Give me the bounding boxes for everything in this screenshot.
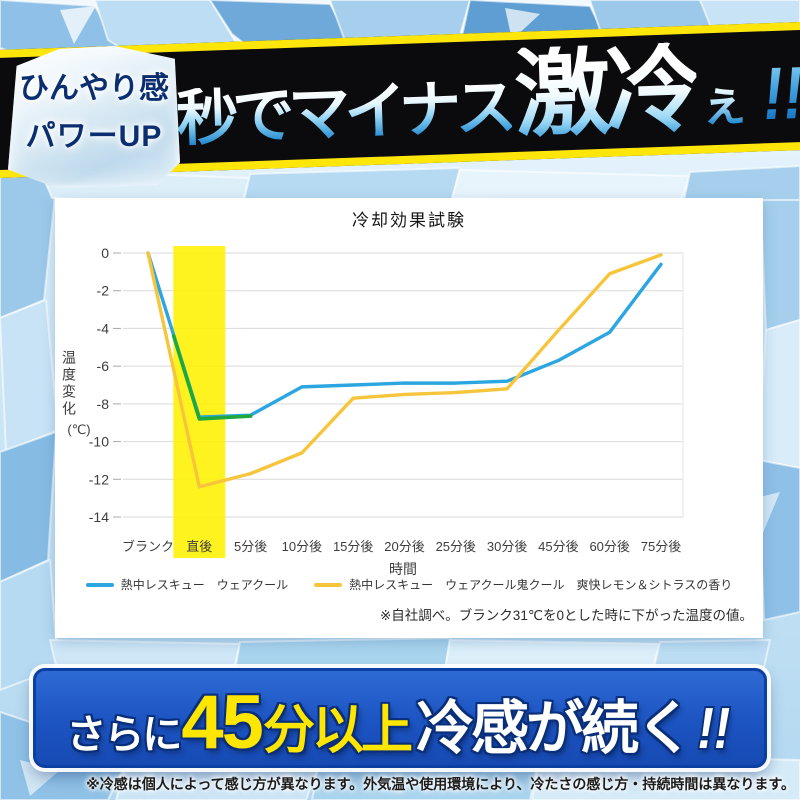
x-tick-label: 15分後 [333,539,373,554]
headline-emphasis: 激冷 [512,35,699,149]
x-tick-label: ブランク [122,539,174,554]
ice-cube-badge: ひんやり感 パワーUP [8,46,180,188]
headline-main: 秒でマイナス [175,73,513,154]
banner-text-2: 分以上 [262,702,413,760]
legend-label: 熱中レスキュー ウェアクール鬼クール 爽快レモン＆シトラスの香り [349,578,733,592]
emphasis-line [171,334,253,421]
y-tick-label: -6 [97,358,110,374]
headline-exclamation: !! [759,51,800,136]
y-tick-label: -8 [97,396,110,412]
x-tick-label: 直後 [186,539,212,554]
x-tick-label: 75分後 [641,539,681,554]
x-tick-label: 45分後 [538,539,578,554]
chart-title: 冷却効果試験 [352,211,466,230]
y-axis-title-text: 温度変化 [61,350,77,418]
banner-number: 45 [181,680,264,765]
legend-label: 熱中レスキュー ウェアクール [120,578,289,592]
chart-svg: 0 -2 -4 -6 -8 -10 -12 -14 ブランク 直後 5分後 10分後 15分後 20分後 2… [89,245,684,577]
y-tick-label: -12 [89,471,109,487]
series-line-1 [146,251,663,489]
y-axis-unit: (℃) [67,422,91,437]
x-axis-title: 時間 [389,561,417,577]
headline: 秒でマイナス 激冷ぇ!! [174,35,800,156]
footer-disclaimer: ※冷感は個人によって感じ方が異なります。外気温や使用環境により、冷たさの感じ方・… [86,776,795,792]
banner-exclamation: !! [692,696,736,761]
y-tick-label: -4 [97,320,110,336]
y-axis-title: 温度変化 (℃) [59,350,99,438]
chart-footnote: ※自社調べ。ブランク31℃を0とした時に下がった温度の値。 [380,608,753,623]
y-tick-label: -2 [97,283,110,299]
x-tick-label: 5分後 [234,539,267,554]
x-tick-label: 25分後 [436,539,476,554]
headline-small-kana: ぇ [698,74,751,133]
chart-panel: 冷却効果試験 温度変化 (℃) 0 -2 -4 -6 -8 -10 -12 -14 ブランク 直後… [55,198,763,638]
y-tick-label: 0 [101,245,109,261]
legend-swatch [314,582,343,587]
badge-line-1: ひんやり感 [19,72,169,105]
bottom-banner: さらに 45 分以上 冷感が続く!! [33,668,767,768]
y-tick-label: -14 [89,509,109,525]
x-tick-label: 30分後 [487,539,527,554]
legend-item: 熱中レスキュー ウェアクール鬼クール 爽快レモン＆シトラスの香り [314,576,732,593]
banner-text-3: 冷感が続く [415,696,694,761]
x-tick-label: 20分後 [384,539,424,554]
legend-item: 熱中レスキュー ウェアクール [85,576,289,593]
y-tick-label: -10 [89,434,109,450]
banner-text-1: さらに [66,713,182,757]
legend-swatch [85,582,114,587]
x-tick-label: 10分後 [282,539,322,554]
badge-line-2: パワーUP [25,120,163,153]
chart-legend: 熱中レスキュー ウェアクール 熱中レスキュー ウェアクール鬼クール 爽快レモン＆シ… [55,576,763,593]
x-tick-label: 60分後 [589,539,629,554]
